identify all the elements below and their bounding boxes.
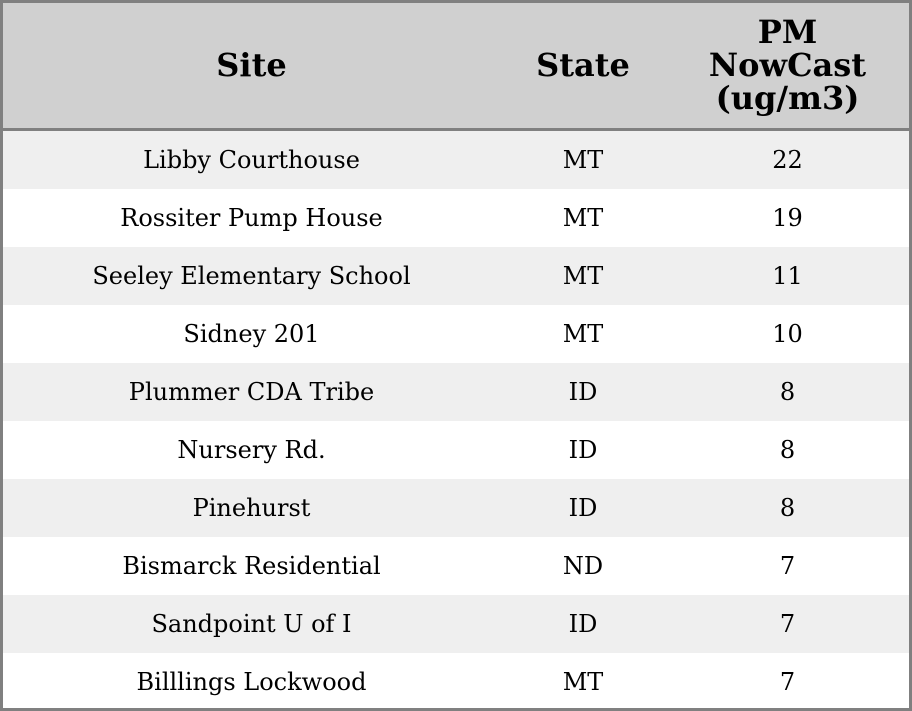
cell-site: Nursery Rd. — [177, 436, 326, 464]
cell-pm: 7 — [666, 595, 909, 653]
table-row: Rossiter Pump House MT 19 — [3, 189, 909, 247]
table-row: Billlings Lockwood MT 7 — [3, 653, 909, 711]
table-row: Nursery Rd. ID 8 — [3, 421, 909, 479]
cell-state: MT — [500, 129, 666, 189]
cell-state: MT — [562, 320, 604, 348]
cell-site: Sidney 201 — [183, 320, 320, 348]
header-pm-line: PM — [757, 13, 818, 51]
cell-pm: 22 — [666, 129, 909, 189]
cell-pm: 8 — [779, 436, 796, 464]
cell-site: Sandpoint U of I — [3, 595, 500, 653]
header-site: Site — [3, 3, 500, 131]
header-pm: PM NowCast (ug/m3) — [666, 3, 909, 131]
cell-state: ND — [562, 552, 604, 580]
cell-state: ID — [568, 436, 598, 464]
table-row: Seeley Elementary School MT 11 — [3, 247, 909, 305]
cell-pm: 19 — [772, 204, 803, 232]
cell-state: ID — [500, 595, 666, 653]
header-pm-line: (ug/m3) — [715, 79, 860, 117]
table-row: Plummer CDA Tribe ID 8 — [3, 363, 909, 421]
cell-site: Bismarck Residential — [122, 552, 381, 580]
cell-state: ID — [500, 479, 666, 537]
cell-state: MT — [562, 668, 604, 696]
pm-nowcast-table: Site State PM NowCast (ug/m3) Libby Cour… — [3, 3, 909, 711]
header-row: Site State PM NowCast (ug/m3) — [3, 3, 909, 131]
cell-pm: 10 — [772, 320, 803, 348]
table-row: Libby Courthouse MT 22 — [3, 129, 909, 189]
cell-pm: 8 — [666, 363, 909, 421]
cell-site: Pinehurst — [3, 479, 500, 537]
cell-pm: 8 — [666, 479, 909, 537]
cell-site: Rossiter Pump House — [120, 204, 383, 232]
cell-pm: 7 — [779, 668, 796, 696]
table-row: Bismarck Residential ND 7 — [3, 537, 909, 595]
header-pm-line: NowCast — [708, 46, 867, 84]
cell-state: ID — [500, 363, 666, 421]
table-row: Sandpoint U of I ID 7 — [3, 595, 909, 653]
cell-site: Libby Courthouse — [3, 129, 500, 189]
header-state: State — [500, 3, 666, 131]
cell-state: MT — [500, 247, 666, 305]
cell-pm: 7 — [779, 552, 796, 580]
cell-state: MT — [562, 204, 604, 232]
table-row: Pinehurst ID 8 — [3, 479, 909, 537]
cell-pm: 11 — [666, 247, 909, 305]
cell-site: Billlings Lockwood — [136, 668, 367, 696]
cell-site: Plummer CDA Tribe — [3, 363, 500, 421]
table-row: Sidney 201 MT 10 — [3, 305, 909, 363]
cell-site: Seeley Elementary School — [3, 247, 500, 305]
